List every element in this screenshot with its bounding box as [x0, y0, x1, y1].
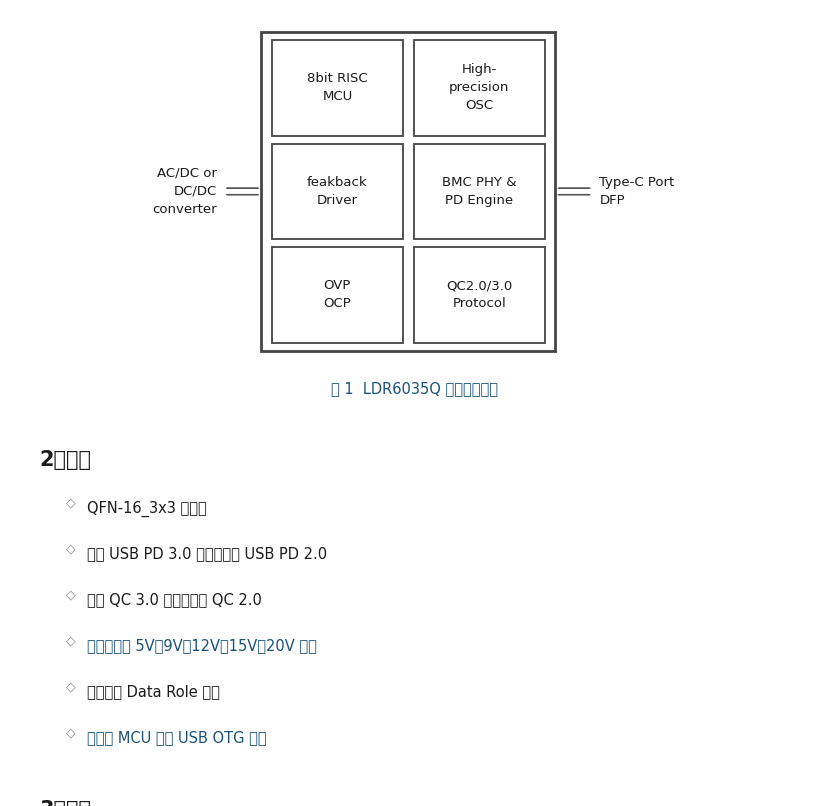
Text: 可通知 MCU 进入 USB OTG 模式: 可通知 MCU 进入 USB OTG 模式 [87, 730, 267, 746]
Bar [272, 247, 402, 343]
Text: AC/DC or
DC/DC
converter: AC/DC or DC/DC converter [152, 167, 217, 216]
Text: ◇: ◇ [65, 680, 75, 693]
Text: 2、特点: 2、特点 [40, 450, 92, 470]
Text: 可配置输入 5V、9V、12V、15V、20V 电压: 可配置输入 5V、9V、12V、15V、20V 电压 [87, 638, 316, 654]
Text: ◇: ◇ [65, 726, 75, 739]
Text: 兼容 QC 3.0 规范，支持 QC 2.0: 兼容 QC 3.0 规范，支持 QC 2.0 [87, 592, 262, 608]
Text: ◇: ◇ [65, 542, 75, 555]
Text: feakback
Driver: feakback Driver [306, 176, 368, 207]
Text: 图 1  LDR6035Q 内部结构框图: 图 1 LDR6035Q 内部结构框图 [330, 381, 498, 397]
Text: High-
precision
OSC: High- precision OSC [449, 64, 508, 113]
Text: ◇: ◇ [65, 588, 75, 601]
Text: 8bit RISC
MCU: 8bit RISC MCU [306, 73, 368, 103]
Bar [413, 40, 544, 135]
Text: QFN-16_3x3 小封装: QFN-16_3x3 小封装 [87, 501, 206, 517]
Bar [261, 32, 555, 351]
Text: QC2.0/3.0
Protocol: QC2.0/3.0 Protocol [445, 280, 512, 310]
Text: 支持切换 Data Role 功能: 支持切换 Data Role 功能 [87, 684, 219, 700]
Text: 3、应用: 3、应用 [40, 800, 92, 806]
Bar [272, 40, 402, 135]
Text: Type-C Port
DFP: Type-C Port DFP [599, 176, 674, 207]
Text: ◇: ◇ [65, 496, 75, 509]
Bar [413, 143, 544, 239]
Bar [413, 247, 544, 343]
Text: BMC PHY &
PD Engine: BMC PHY & PD Engine [441, 176, 516, 207]
Text: 兼容 USB PD 3.0 规范，支持 USB PD 2.0: 兼容 USB PD 3.0 规范，支持 USB PD 2.0 [87, 546, 327, 562]
Text: ◇: ◇ [65, 634, 75, 647]
Text: OVP
OCP: OVP OCP [323, 280, 351, 310]
Bar [272, 143, 402, 239]
